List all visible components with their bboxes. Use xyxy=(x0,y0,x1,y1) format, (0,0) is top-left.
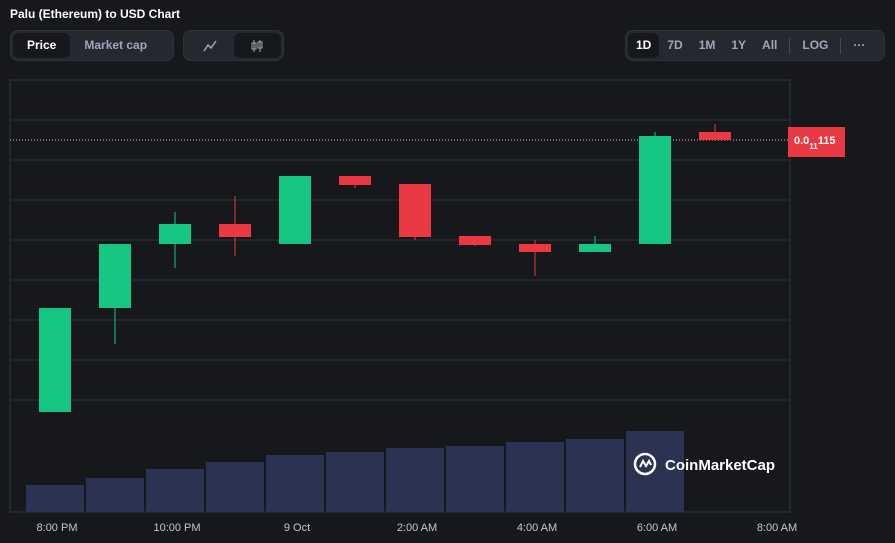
candle-style-button[interactable] xyxy=(233,33,281,58)
candle-body xyxy=(279,176,311,244)
chart-style-toggle xyxy=(183,30,284,61)
x-tick-label: 10:00 PM xyxy=(153,522,200,534)
view-toggle: Price Market cap xyxy=(10,30,174,61)
x-tick-label: 9 Oct xyxy=(284,522,310,534)
watermark-logo xyxy=(639,458,652,468)
log-button[interactable]: LOG xyxy=(802,38,829,52)
range-button[interactable]: 1D xyxy=(628,33,660,58)
volume-bar xyxy=(326,452,384,512)
separator xyxy=(789,37,791,54)
plot-area xyxy=(9,79,791,513)
candle-body xyxy=(399,184,431,237)
volume-bar xyxy=(506,442,564,512)
price-tag-text: 0.011115 xyxy=(794,135,836,151)
watermark-text: CoinMarketCap xyxy=(665,457,775,474)
range-toggle: 1D 7D 1M 1Y All LOG ··· xyxy=(625,30,885,61)
x-tick-label: 8:00 PM xyxy=(37,522,78,534)
range-button[interactable]: All xyxy=(762,38,778,52)
candle-body xyxy=(519,244,551,252)
volume-bar xyxy=(266,455,324,512)
candle-body xyxy=(579,244,611,252)
price-digits: 115 xyxy=(818,135,836,147)
x-tick-label: 6:00 AM xyxy=(637,522,677,534)
volume-bar xyxy=(26,485,84,512)
candle-body xyxy=(159,224,191,244)
candle-body xyxy=(99,244,131,308)
candle-body xyxy=(459,236,491,245)
volume-bar xyxy=(446,446,504,512)
price-zeros: 11 xyxy=(809,142,818,151)
watermark: CoinMarketCap xyxy=(633,452,775,476)
candle-body xyxy=(699,132,731,140)
volume-bar xyxy=(146,469,204,512)
x-tick-label: 4:00 AM xyxy=(517,522,557,534)
x-tick-label: 8:00 AM xyxy=(757,522,797,534)
candle-icon xyxy=(251,39,263,52)
range-button[interactable]: 1M xyxy=(698,38,716,52)
candle-body xyxy=(639,136,671,244)
volume-bar xyxy=(386,448,444,512)
line-icon xyxy=(203,40,217,51)
toggle-button[interactable]: Market cap xyxy=(84,38,148,52)
watermark-logo xyxy=(633,452,657,476)
chart-title: Palu (Ethereum) to USD Chart xyxy=(10,7,181,21)
range-button[interactable]: 7D xyxy=(667,38,683,52)
candle-body xyxy=(339,176,371,185)
volume-bar xyxy=(86,478,144,512)
x-tick-label: 2:00 AM xyxy=(397,522,437,534)
more-button[interactable]: ··· xyxy=(853,38,866,52)
price-prefix: 0.0 xyxy=(794,135,809,147)
line-style-button[interactable] xyxy=(186,33,234,58)
separator xyxy=(840,37,842,54)
volume-bar xyxy=(206,462,264,512)
range-button[interactable]: 1Y xyxy=(731,38,747,52)
price-tag xyxy=(788,127,845,157)
toggle-button[interactable]: Price xyxy=(13,33,71,58)
volume-bar xyxy=(626,431,684,512)
candle-body xyxy=(219,224,251,237)
candle-body xyxy=(39,308,71,412)
volume-bar xyxy=(566,439,624,512)
